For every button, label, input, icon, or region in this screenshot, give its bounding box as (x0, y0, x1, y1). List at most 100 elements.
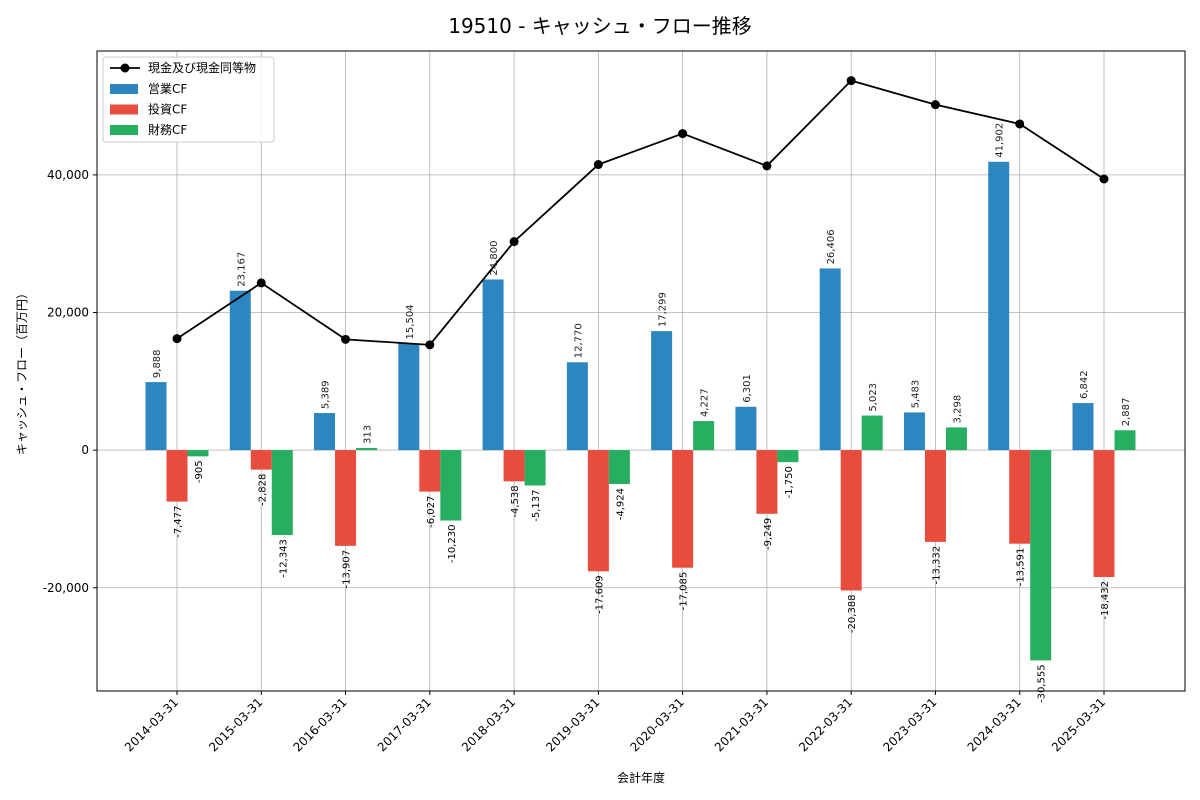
x-tick-label: 2015-03-31 (206, 695, 265, 754)
bar-data-label: 313 (363, 425, 374, 444)
bar-investing (756, 450, 778, 514)
bar-investing (1009, 450, 1031, 544)
x-axis-ticks: 2014-03-31 2015-03-31 2016-03-31 2017-03-31… (122, 691, 1108, 754)
bar-operating (988, 161, 1010, 451)
cash-equivalents-point (172, 334, 182, 344)
bar-investing (587, 450, 609, 572)
bar-financing (693, 421, 715, 451)
bar-operating (903, 412, 925, 451)
bar-data-label: 2,887 (1121, 398, 1132, 427)
y-tick-label: 0 (81, 443, 89, 457)
bar-data-label: 24,800 (489, 240, 500, 275)
bar-data-label: 5,483 (910, 380, 921, 409)
bar-data-label: 17,299 (658, 292, 669, 327)
bar-data-label: -2,828 (257, 474, 268, 506)
bar-investing (1093, 450, 1115, 577)
bar-data-label: -12,343 (278, 539, 289, 578)
bar-data-label: 5,023 (868, 383, 879, 412)
bar-data-label: -1,750 (784, 466, 795, 498)
x-tick-label: 2014-03-31 (122, 695, 181, 754)
cash-equivalents-point (593, 160, 603, 170)
bar-data-label: -13,907 (342, 550, 353, 589)
x-tick-label: 2022-03-31 (796, 695, 855, 754)
bar-financing (271, 450, 293, 536)
legend-label: 財務CF (148, 122, 187, 137)
y-tick-label: 40,000 (47, 168, 89, 182)
bar-operating (566, 362, 588, 451)
bar-data-label: -17,609 (594, 575, 605, 614)
y-axis-label: キャッシュ・フロー（百万円） (15, 287, 29, 455)
legend-label: 現金及び現金同等物 (148, 60, 256, 75)
bar-financing (861, 415, 883, 451)
bar-data-label: -30,555 (1037, 664, 1048, 703)
x-tick-label: 2023-03-31 (880, 695, 939, 754)
chart-title: 19510 - キャッシュ・フロー推移 (448, 14, 752, 38)
bar-financing (945, 427, 967, 451)
legend-box (102, 56, 275, 143)
bar-data-label: 6,842 (1079, 370, 1090, 399)
bars (145, 161, 1136, 661)
bar-data-label: 41,902 (995, 123, 1006, 158)
cash-equivalents-line (176, 79, 1105, 346)
bar-financing (440, 450, 462, 521)
bar-financing (187, 450, 209, 457)
bar-operating (819, 268, 841, 451)
bar-operating (145, 382, 167, 451)
bar-data-label: -10,230 (447, 525, 458, 564)
bar-operating (651, 331, 673, 451)
legend-bar-swatch (110, 125, 138, 135)
y-tick-label: 20,000 (47, 306, 89, 320)
legend-label: 投資CF (148, 102, 187, 117)
x-tick-label: 2024-03-31 (965, 695, 1024, 754)
bar-data-label: -5,137 (531, 489, 542, 521)
bar-financing (777, 450, 799, 463)
legend-bar-swatch (110, 104, 138, 115)
bar-labels: 9,888 23,167 5,389 15,504 24,800 12,770 17,299… (152, 123, 1132, 703)
bar-financing (1114, 430, 1136, 451)
cash-equivalents-point (762, 161, 772, 171)
x-tick-label: 2019-03-31 (543, 695, 602, 754)
line-series (172, 76, 1109, 350)
bar-data-label: -6,027 (426, 496, 437, 528)
bar-data-label: 5,389 (321, 380, 332, 409)
bar-investing (503, 450, 525, 482)
y-axis-ticks: -20,000 0 20,000 40,000 (43, 168, 97, 595)
bar-data-label: -13,332 (931, 546, 942, 585)
bar-data-label: 26,406 (826, 229, 837, 264)
bar-data-label: -905 (194, 460, 205, 483)
y-tick-label: -20,000 (43, 581, 89, 595)
cash-equivalents-point (256, 278, 266, 288)
bar-data-label: -7,477 (173, 506, 184, 538)
bar-operating (482, 279, 504, 451)
bar-data-label: -20,388 (847, 594, 858, 633)
bar-data-label: 9,888 (152, 349, 163, 378)
legend-line-marker (120, 63, 130, 73)
bar-investing (166, 450, 188, 502)
bar-data-label: -17,085 (679, 572, 690, 611)
bar-data-label: 6,301 (742, 374, 753, 403)
bar-data-label: -9,249 (763, 518, 774, 550)
cash-equivalents-point (678, 129, 688, 139)
bar-data-label: 23,167 (236, 252, 247, 287)
cash-equivalents-point (1099, 174, 1109, 184)
bar-financing (524, 450, 546, 486)
x-tick-label: 2018-03-31 (459, 695, 518, 754)
bar-financing (608, 450, 630, 485)
bar-data-label: -4,538 (510, 485, 521, 517)
cash-equivalents-point (425, 340, 435, 350)
bar-data-label: 4,227 (700, 388, 711, 417)
cash-equivalents-point (1015, 119, 1025, 129)
bar-investing (672, 450, 694, 568)
bar-data-label: 3,298 (952, 395, 963, 424)
bar-financing (356, 447, 378, 451)
x-tick-label: 2017-03-31 (375, 695, 434, 754)
x-axis-label: 会計年度 (617, 770, 665, 785)
x-tick-label: 2016-03-31 (290, 695, 349, 754)
cash-equivalents-point (341, 334, 351, 344)
bar-operating (314, 413, 336, 451)
bar-data-label: 15,504 (405, 304, 416, 339)
cash-equivalents-point (930, 100, 940, 110)
bar-investing (840, 450, 862, 591)
bar-investing (419, 450, 441, 492)
